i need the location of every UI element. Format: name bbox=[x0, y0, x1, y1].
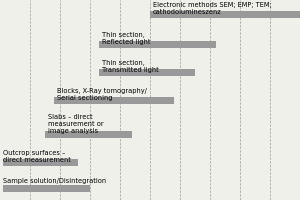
Bar bbox=[54, 97, 174, 104]
Bar bbox=[99, 69, 195, 76]
Bar bbox=[3, 185, 90, 192]
Bar bbox=[99, 41, 216, 48]
Text: Outcrop surfaces –
direct measurement: Outcrop surfaces – direct measurement bbox=[3, 150, 71, 163]
Bar bbox=[45, 131, 132, 138]
Text: Electronic methods SEM; EMP; TEM;
cathodolumineszenz: Electronic methods SEM; EMP; TEM; cathod… bbox=[153, 2, 272, 15]
Text: Thin section,
Reflected light: Thin section, Reflected light bbox=[102, 32, 151, 45]
Text: Slabs – direct
measurement or
image analysis: Slabs – direct measurement or image anal… bbox=[48, 114, 104, 134]
Text: Blocks, X-Ray tomography/
Serial sectioning: Blocks, X-Ray tomography/ Serial section… bbox=[57, 88, 147, 101]
Text: Thin section,
Transmitted light: Thin section, Transmitted light bbox=[102, 60, 159, 73]
Text: Sample solution/Disintegration: Sample solution/Disintegration bbox=[3, 178, 106, 184]
Bar bbox=[3, 159, 78, 166]
Bar bbox=[150, 11, 300, 18]
